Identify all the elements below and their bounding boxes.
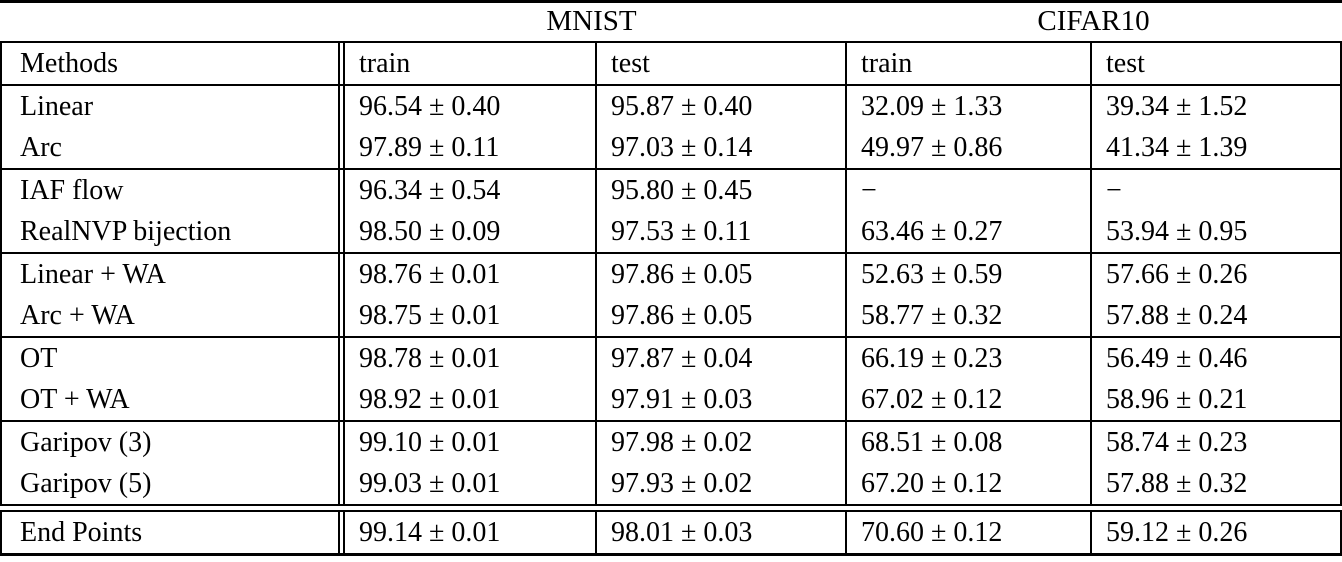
table-row-garipov-5: Garipov (5) 99.03 ± 0.01 97.93 ± 0.02 67…: [2, 463, 1340, 504]
value-cell-cifar-test: 53.94 ± 0.95: [1090, 211, 1340, 252]
value-cell-cifar-train: 63.46 ± 0.27: [845, 211, 1090, 252]
value-cell-mnist-test: 97.53 ± 0.11: [595, 211, 845, 252]
method-cell: Arc: [20, 132, 62, 163]
value-cell-cifar-test: 39.34 ± 1.52: [1090, 86, 1340, 127]
value-cell-cifar-train: 70.60 ± 0.12: [845, 512, 1090, 553]
value-cell-mnist-train: 98.76 ± 0.01: [338, 254, 595, 295]
dataset-header-cifar10: CIFAR10: [1037, 5, 1150, 37]
column-header-cifar-train: train: [845, 43, 1090, 84]
table-row-arc-wa: Arc + WA 98.75 ± 0.01 97.86 ± 0.05 58.77…: [2, 295, 1340, 336]
value-cell-cifar-test: 58.74 ± 0.23: [1090, 422, 1340, 463]
value-cell-cifar-train: 67.20 ± 0.12: [845, 463, 1090, 504]
value-cell-cifar-test: 57.88 ± 0.32: [1090, 463, 1340, 504]
results-table: Methods train test train test Linear 96.…: [0, 41, 1342, 506]
value-cell-cifar-train: 66.19 ± 0.23: [845, 338, 1090, 379]
value-cell-mnist-train: 96.54 ± 0.40: [338, 86, 595, 127]
method-cell: Linear: [20, 91, 94, 122]
method-cell: RealNVP bijection: [20, 216, 232, 247]
value-cell-cifar-train: 67.02 ± 0.12: [845, 379, 1090, 420]
method-cell: Garipov (3): [20, 427, 152, 458]
dataset-group-header-row: MNIST CIFAR10: [0, 0, 1342, 41]
column-header-methods: Methods: [20, 48, 118, 79]
value-cell-cifar-train: 68.51 ± 0.08: [845, 422, 1090, 463]
value-cell-mnist-test: 97.91 ± 0.03: [595, 379, 845, 420]
value-cell-mnist-train: 99.10 ± 0.01: [338, 422, 595, 463]
method-cell: OT + WA: [20, 384, 130, 415]
value-cell-mnist-test: 97.98 ± 0.02: [595, 422, 845, 463]
method-cell: Arc + WA: [20, 300, 135, 331]
value-cell-cifar-test: −: [1090, 170, 1340, 211]
value-cell-mnist-train: 96.34 ± 0.54: [338, 170, 595, 211]
value-cell-mnist-train: 99.14 ± 0.01: [338, 512, 595, 553]
value-cell-mnist-test: 98.01 ± 0.03: [595, 512, 845, 553]
value-cell-cifar-test: 56.49 ± 0.46: [1090, 338, 1340, 379]
method-cell: Garipov (5): [20, 468, 152, 499]
group-header-spacer: [0, 3, 338, 41]
value-cell-mnist-test: 97.86 ± 0.05: [595, 254, 845, 295]
method-cell: IAF flow: [20, 175, 124, 206]
column-header-mnist-test: test: [595, 43, 845, 84]
column-header-row: Methods train test train test: [2, 43, 1340, 86]
value-cell-cifar-train: 58.77 ± 0.32: [845, 295, 1090, 336]
value-cell-cifar-train: 49.97 ± 0.86: [845, 127, 1090, 168]
value-cell-mnist-train: 98.75 ± 0.01: [338, 295, 595, 336]
method-cell: Linear + WA: [20, 259, 166, 290]
table-row-arc: Arc 97.89 ± 0.11 97.03 ± 0.14 49.97 ± 0.…: [2, 127, 1340, 168]
value-cell-cifar-test: 58.96 ± 0.21: [1090, 379, 1340, 420]
value-cell-cifar-test: 57.88 ± 0.24: [1090, 295, 1340, 336]
value-cell-cifar-train: −: [845, 170, 1090, 211]
value-cell-mnist-train: 97.89 ± 0.11: [338, 127, 595, 168]
table-row-ot: OT 98.78 ± 0.01 97.87 ± 0.04 66.19 ± 0.2…: [2, 336, 1340, 379]
column-header-mnist-train: train: [338, 43, 595, 84]
dataset-header-mnist: MNIST: [546, 5, 637, 37]
value-cell-mnist-test: 97.87 ± 0.04: [595, 338, 845, 379]
value-cell-mnist-test: 97.86 ± 0.05: [595, 295, 845, 336]
table-row-garipov-3: Garipov (3) 99.10 ± 0.01 97.98 ± 0.02 68…: [2, 420, 1340, 463]
value-cell-mnist-train: 98.92 ± 0.01: [338, 379, 595, 420]
method-cell: OT: [20, 343, 58, 374]
value-cell-cifar-train: 32.09 ± 1.33: [845, 86, 1090, 127]
table-row-end-points: End Points 99.14 ± 0.01 98.01 ± 0.03 70.…: [2, 512, 1340, 553]
table-row-linear: Linear 96.54 ± 0.40 95.87 ± 0.40 32.09 ±…: [2, 86, 1340, 127]
end-points-box: End Points 99.14 ± 0.01 98.01 ± 0.03 70.…: [0, 510, 1342, 556]
table-row-realnvp-bijection: RealNVP bijection 98.50 ± 0.09 97.53 ± 0…: [2, 211, 1340, 252]
value-cell-cifar-test: 41.34 ± 1.39: [1090, 127, 1340, 168]
value-cell-cifar-train: 52.63 ± 0.59: [845, 254, 1090, 295]
table-row-iaf-flow: IAF flow 96.34 ± 0.54 95.80 ± 0.45 − −: [2, 168, 1340, 211]
value-cell-mnist-test: 95.87 ± 0.40: [595, 86, 845, 127]
value-cell-mnist-test: 95.80 ± 0.45: [595, 170, 845, 211]
value-cell-mnist-train: 98.78 ± 0.01: [338, 338, 595, 379]
value-cell-cifar-test: 59.12 ± 0.26: [1090, 512, 1340, 553]
value-cell-mnist-test: 97.93 ± 0.02: [595, 463, 845, 504]
value-cell-mnist-train: 99.03 ± 0.01: [338, 463, 595, 504]
column-header-cifar-test: test: [1090, 43, 1340, 84]
table-row-linear-wa: Linear + WA 98.76 ± 0.01 97.86 ± 0.05 52…: [2, 252, 1340, 295]
value-cell-mnist-test: 97.03 ± 0.14: [595, 127, 845, 168]
value-cell-cifar-test: 57.66 ± 0.26: [1090, 254, 1340, 295]
value-cell-mnist-train: 98.50 ± 0.09: [338, 211, 595, 252]
method-cell: End Points: [20, 517, 143, 548]
table-row-ot-wa: OT + WA 98.92 ± 0.01 97.91 ± 0.03 67.02 …: [2, 379, 1340, 420]
